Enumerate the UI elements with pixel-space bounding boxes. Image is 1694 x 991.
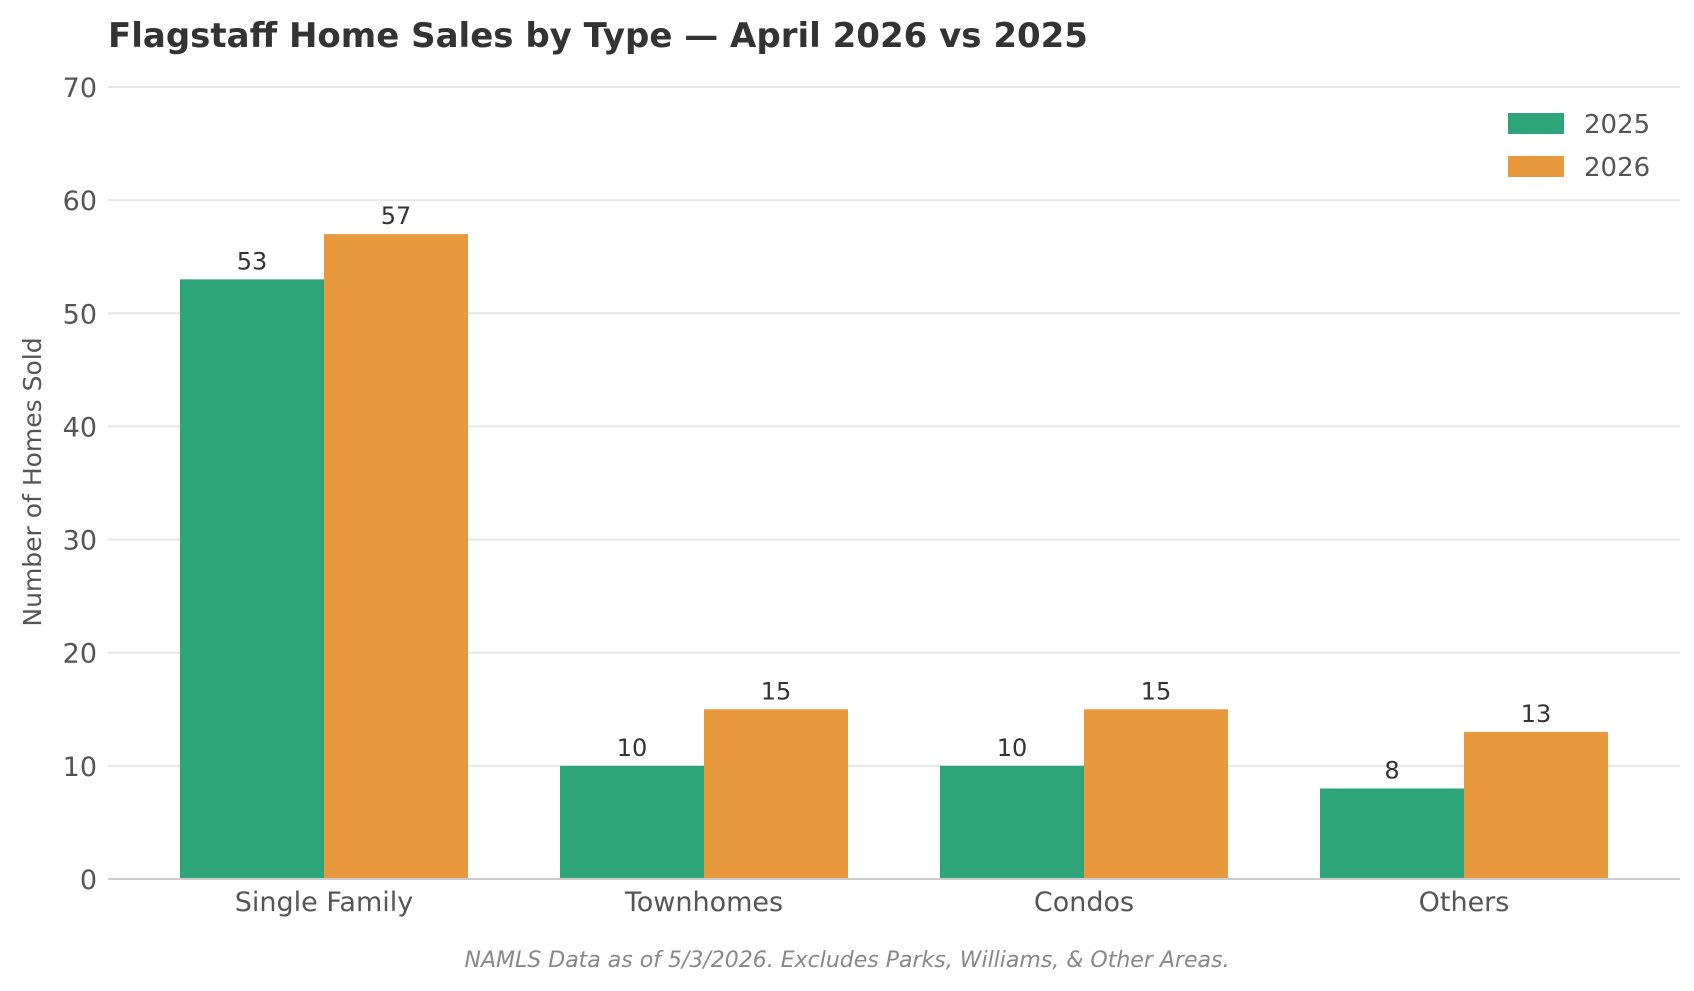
legend-label-2025: 2025 <box>1584 110 1650 140</box>
data-label-2025-0: 53 <box>237 247 268 275</box>
bar-2025-2[interactable] <box>940 765 1084 879</box>
data-label-2026-3: 13 <box>1521 700 1552 728</box>
y-tick-label: 50 <box>63 299 97 330</box>
footnote: NAMLS Data as of 5/3/2026. Excludes Park… <box>465 948 1230 973</box>
y-axis-ticks: 0 10 20 30 40 50 60 70 <box>63 73 97 896</box>
y-tick-label: 10 <box>63 752 97 783</box>
y-tick-label: 20 <box>63 639 97 670</box>
y-tick-label: 40 <box>63 412 97 443</box>
data-label-2025-1: 10 <box>617 734 648 762</box>
legend-swatch-2026 <box>1508 156 1564 177</box>
bar-2025-0[interactable] <box>180 279 324 879</box>
legend[interactable]: 2025 2026 <box>1508 110 1650 183</box>
x-tick-label: Condos <box>1034 887 1134 918</box>
y-axis-label: Number of Homes Sold <box>18 337 47 626</box>
x-tick-label: Townhomes <box>624 887 783 918</box>
bar-2025-3[interactable] <box>1320 788 1464 879</box>
bars <box>180 234 1608 880</box>
y-tick-label: 70 <box>63 73 97 104</box>
legend-label-2026: 2026 <box>1584 153 1650 183</box>
legend-swatch-2025 <box>1508 113 1564 134</box>
chart-title: Flagstaff Home Sales by Type — April 202… <box>108 16 1088 56</box>
x-tick-label: Single Family <box>235 887 413 918</box>
x-axis-ticks: Single Family Townhomes Condos Others <box>235 887 1510 918</box>
y-tick-label: 0 <box>80 865 97 896</box>
bar-2025-1[interactable] <box>560 765 704 879</box>
x-tick-label: Others <box>1419 887 1510 918</box>
y-tick-label: 60 <box>63 186 97 217</box>
bar-2026-2[interactable] <box>1084 709 1228 879</box>
y-tick-label: 30 <box>63 526 97 557</box>
data-label-2025-3: 8 <box>1384 756 1399 784</box>
data-label-2026-1: 15 <box>761 677 792 705</box>
data-label-2026-2: 15 <box>1141 677 1172 705</box>
bar-2026-0[interactable] <box>324 234 468 880</box>
data-label-2025-2: 10 <box>997 734 1028 762</box>
bar-2026-3[interactable] <box>1464 731 1608 879</box>
bar-2026-1[interactable] <box>704 709 848 879</box>
data-labels: 53 57 10 15 10 15 8 13 <box>237 202 1552 784</box>
data-label-2026-0: 57 <box>381 202 412 230</box>
